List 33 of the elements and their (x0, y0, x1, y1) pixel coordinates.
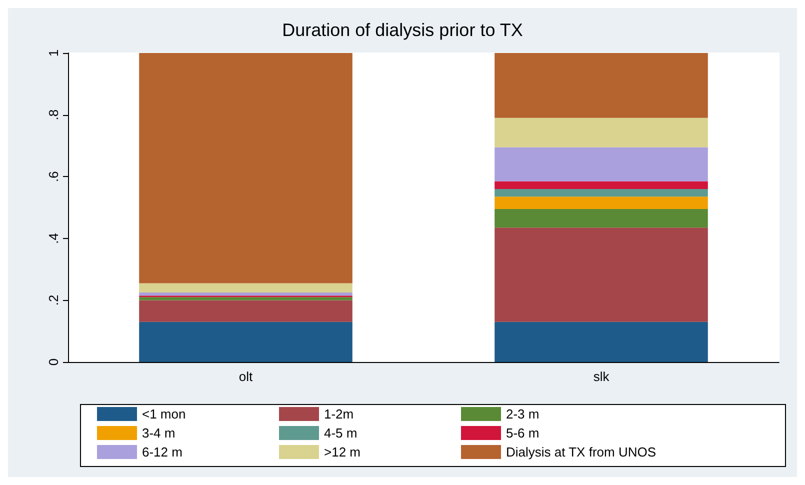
y-tick-label: 1 (46, 49, 61, 57)
legend-label: 6-12 m (142, 444, 182, 460)
bar (494, 53, 708, 118)
legend-label: >12 m (324, 444, 360, 460)
bar (139, 283, 352, 292)
x-tick-label: olt (238, 369, 253, 384)
bar (494, 181, 708, 189)
legend-label: 2-3 m (506, 406, 540, 422)
bar (494, 118, 708, 148)
y-tick-label: .2 (46, 294, 61, 306)
bar (494, 322, 708, 362)
legend-label: <1 mon (142, 406, 186, 422)
y-tick-label: .4 (46, 232, 61, 244)
y-tick-label: 0 (46, 358, 61, 366)
bar (494, 196, 708, 210)
bar (494, 188, 708, 197)
legend-label: 3-4 m (142, 426, 176, 440)
legend-label: 1-2m (324, 406, 354, 422)
chart-title: Duration of dialysis prior to TX (282, 20, 523, 40)
bar (494, 147, 708, 182)
legend-label: Dialysis at TX from UNOS (506, 444, 656, 460)
y-tick-label: .8 (46, 109, 61, 120)
legend-label: 4-5 m (324, 426, 358, 440)
bar (139, 300, 352, 322)
legend-label: 5-6 m (506, 426, 540, 440)
x-tick-label: slk (593, 369, 610, 384)
bar (494, 209, 708, 228)
y-tick-label: .6 (46, 171, 61, 182)
bar (139, 297, 352, 300)
bar (139, 53, 352, 284)
bar (139, 322, 352, 362)
bar (139, 292, 352, 296)
bar (494, 228, 708, 322)
